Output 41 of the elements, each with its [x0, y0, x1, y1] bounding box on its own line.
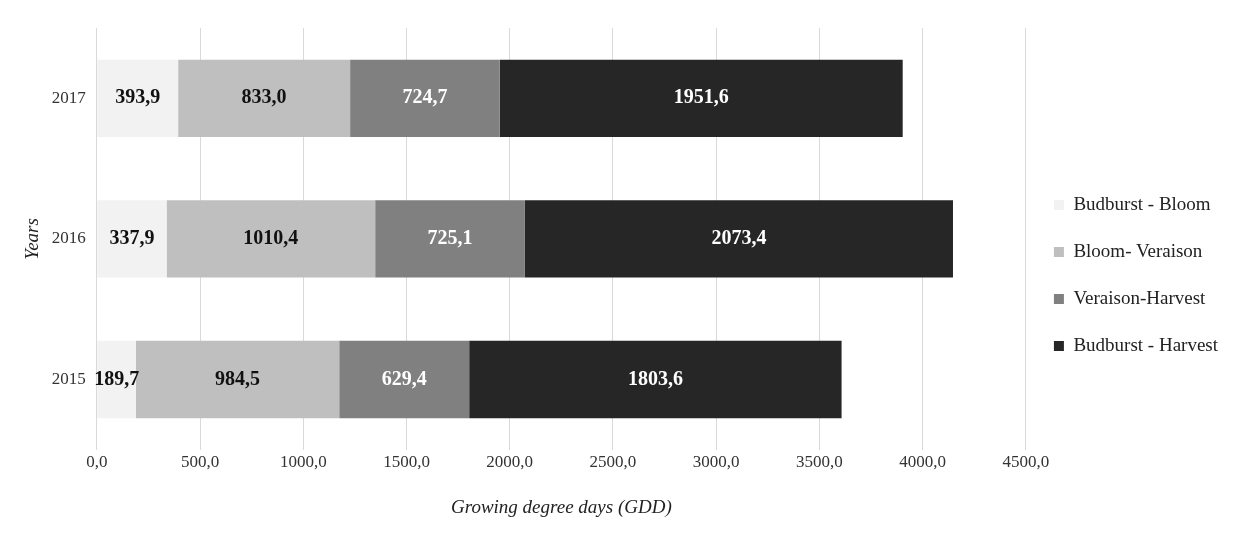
x-tick-label: 1500,0: [383, 452, 430, 472]
bar: [97, 200, 167, 278]
data-label: 724,7: [402, 85, 448, 108]
data-label: 1951,6: [673, 85, 729, 108]
bar: [375, 200, 525, 278]
y-tick-label: 2016: [51, 228, 86, 248]
bar: [97, 59, 179, 137]
legend-label: Veraison-Harvest: [1073, 286, 1207, 308]
data-label: 725,1: [427, 226, 473, 249]
bar: [499, 59, 903, 137]
data-label: 337,9: [109, 226, 155, 249]
y-tick-label: 2015: [51, 368, 86, 388]
legend-label: Budburst - Harvest: [1073, 333, 1219, 355]
legend-label: Budburst - Bloom: [1073, 192, 1211, 214]
data-label: 2073,4: [711, 226, 767, 249]
bar: [178, 59, 351, 137]
x-tick-label: 0,0: [86, 452, 108, 472]
bar: [166, 200, 376, 278]
x-tick-label: 500,0: [180, 452, 220, 472]
data-label: 1803,6: [627, 366, 683, 389]
data-label: 833,0: [241, 85, 287, 108]
x-axis-title: Growing degree days (GDD): [450, 495, 672, 518]
x-tick-label: 1000,0: [279, 452, 327, 472]
data-label: 984,5: [215, 366, 261, 389]
bar: [524, 200, 953, 278]
bar: [469, 340, 842, 419]
data-label: 1010,4: [243, 226, 299, 249]
bar: [350, 59, 500, 137]
x-tick-label: 2000,0: [486, 452, 534, 472]
x-tick-label: 4500,0: [1002, 452, 1050, 472]
data-label: 393,9: [115, 85, 161, 108]
x-tick-label: 3500,0: [796, 452, 843, 472]
x-tick-label: 3000,0: [692, 452, 740, 472]
data-label: 629,4: [381, 366, 427, 389]
legend-label: Bloom- Veraison: [1073, 239, 1203, 261]
bar: [339, 340, 470, 419]
x-tick-label: 4000,0: [899, 452, 947, 472]
data-label: 189,7: [94, 366, 140, 389]
x-tick-label: 2500,0: [589, 452, 637, 472]
y-axis-title: Years: [21, 218, 43, 260]
y-tick-label: 2017: [51, 87, 87, 107]
